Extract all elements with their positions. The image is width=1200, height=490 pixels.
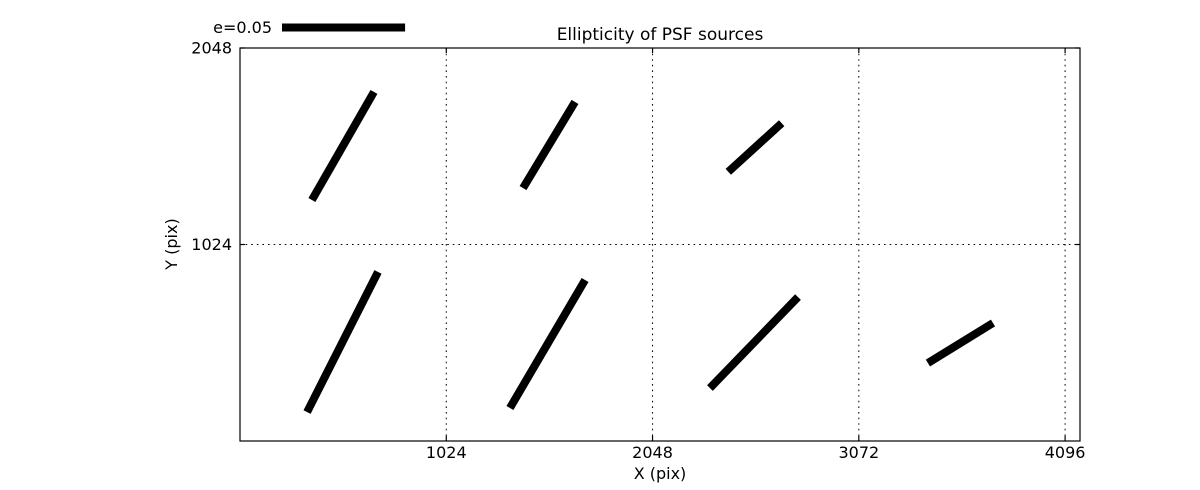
y-tick-label: 2048	[191, 39, 232, 58]
x-tick-label: 2048	[632, 443, 673, 462]
tick-marks-layer	[240, 47, 1080, 441]
legend-scale-bar	[282, 23, 406, 32]
ellipticity-whisker	[725, 120, 785, 175]
ellipticity-whisker	[506, 277, 589, 411]
whisker-layer	[303, 89, 996, 414]
ellipticity-whisker	[308, 89, 378, 202]
x-tick-label: 3072	[838, 443, 879, 462]
y-axis-label: Y (pix)	[162, 218, 181, 270]
x-tick-label: 4096	[1045, 443, 1086, 462]
legend-label: e=0.05	[213, 18, 272, 37]
x-axis-label: X (pix)	[634, 464, 687, 483]
ellipticity-whisker	[519, 99, 579, 191]
ellipticity-whisker	[925, 319, 996, 367]
ellipticity-whisker	[303, 270, 382, 414]
x-tick-label: 1024	[426, 443, 467, 462]
grid-layer	[240, 48, 1080, 441]
ellipticity-whisker	[707, 294, 801, 391]
tick-labels-layer: 1024 2048 3072 4096 1024 2048	[191, 39, 1085, 463]
y-tick-label: 1024	[191, 235, 232, 254]
chart-title: Ellipticity of PSF sources	[557, 25, 764, 45]
legend-scale-bar-layer	[282, 23, 406, 32]
